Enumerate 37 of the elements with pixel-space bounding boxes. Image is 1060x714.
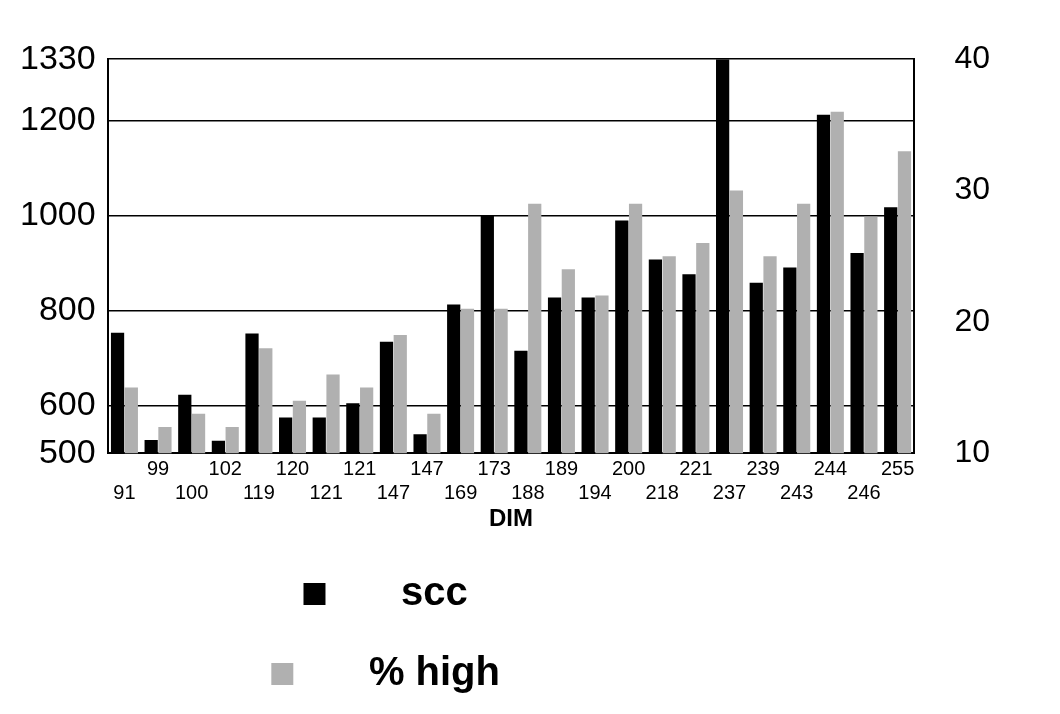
x-tick-label: 189 [544,456,579,479]
x-tick-label: 173 [477,456,511,479]
x-tick-label: 147 [410,456,444,479]
y2-tick-label: 40 [954,39,990,76]
y-tick-label: 1200 [20,99,96,138]
y-tick-label: 600 [38,384,96,423]
x-tick-label: 91 [113,480,136,503]
x-tick-label: 147 [376,480,411,503]
y2-tick-label: 10 [954,433,990,470]
y2-tick-label: 30 [954,170,990,207]
x-axis-title: DIM [489,504,534,532]
x-tick-label: 169 [443,480,478,503]
x-tick-label: 246 [847,480,881,503]
y-tick-label: 500 [38,431,96,470]
x-tick-label: 243 [780,480,814,503]
legend-label: scc [345,569,735,614]
x-tick-label: 99 [146,456,170,479]
x-tick-label: 120 [275,456,310,479]
x-tick-label: 255 [880,456,915,479]
y-tick-label: 1000 [20,194,96,233]
x-tick-label: 121 [309,480,343,503]
x-tick-label: 102 [208,456,242,479]
x-tick-label: 119 [242,480,275,503]
x-tick-label: 237 [712,480,747,503]
y2-tick-label: 20 [954,301,990,338]
x-tick-label: 218 [645,480,679,503]
x-tick-label: 121 [343,456,377,479]
x-tick-label: 221 [679,456,713,479]
y-tick-label: 800 [38,289,96,328]
x-tick-label: 188 [511,480,545,503]
x-tick-label: 100 [174,480,209,503]
legend-label: % high [313,649,767,694]
x-tick-label: 200 [611,456,646,479]
x-tick-label: 194 [578,480,612,503]
x-tick-label: 239 [746,456,780,479]
y-tick-label: 1330 [20,37,96,76]
x-tick-label: 244 [813,456,848,479]
